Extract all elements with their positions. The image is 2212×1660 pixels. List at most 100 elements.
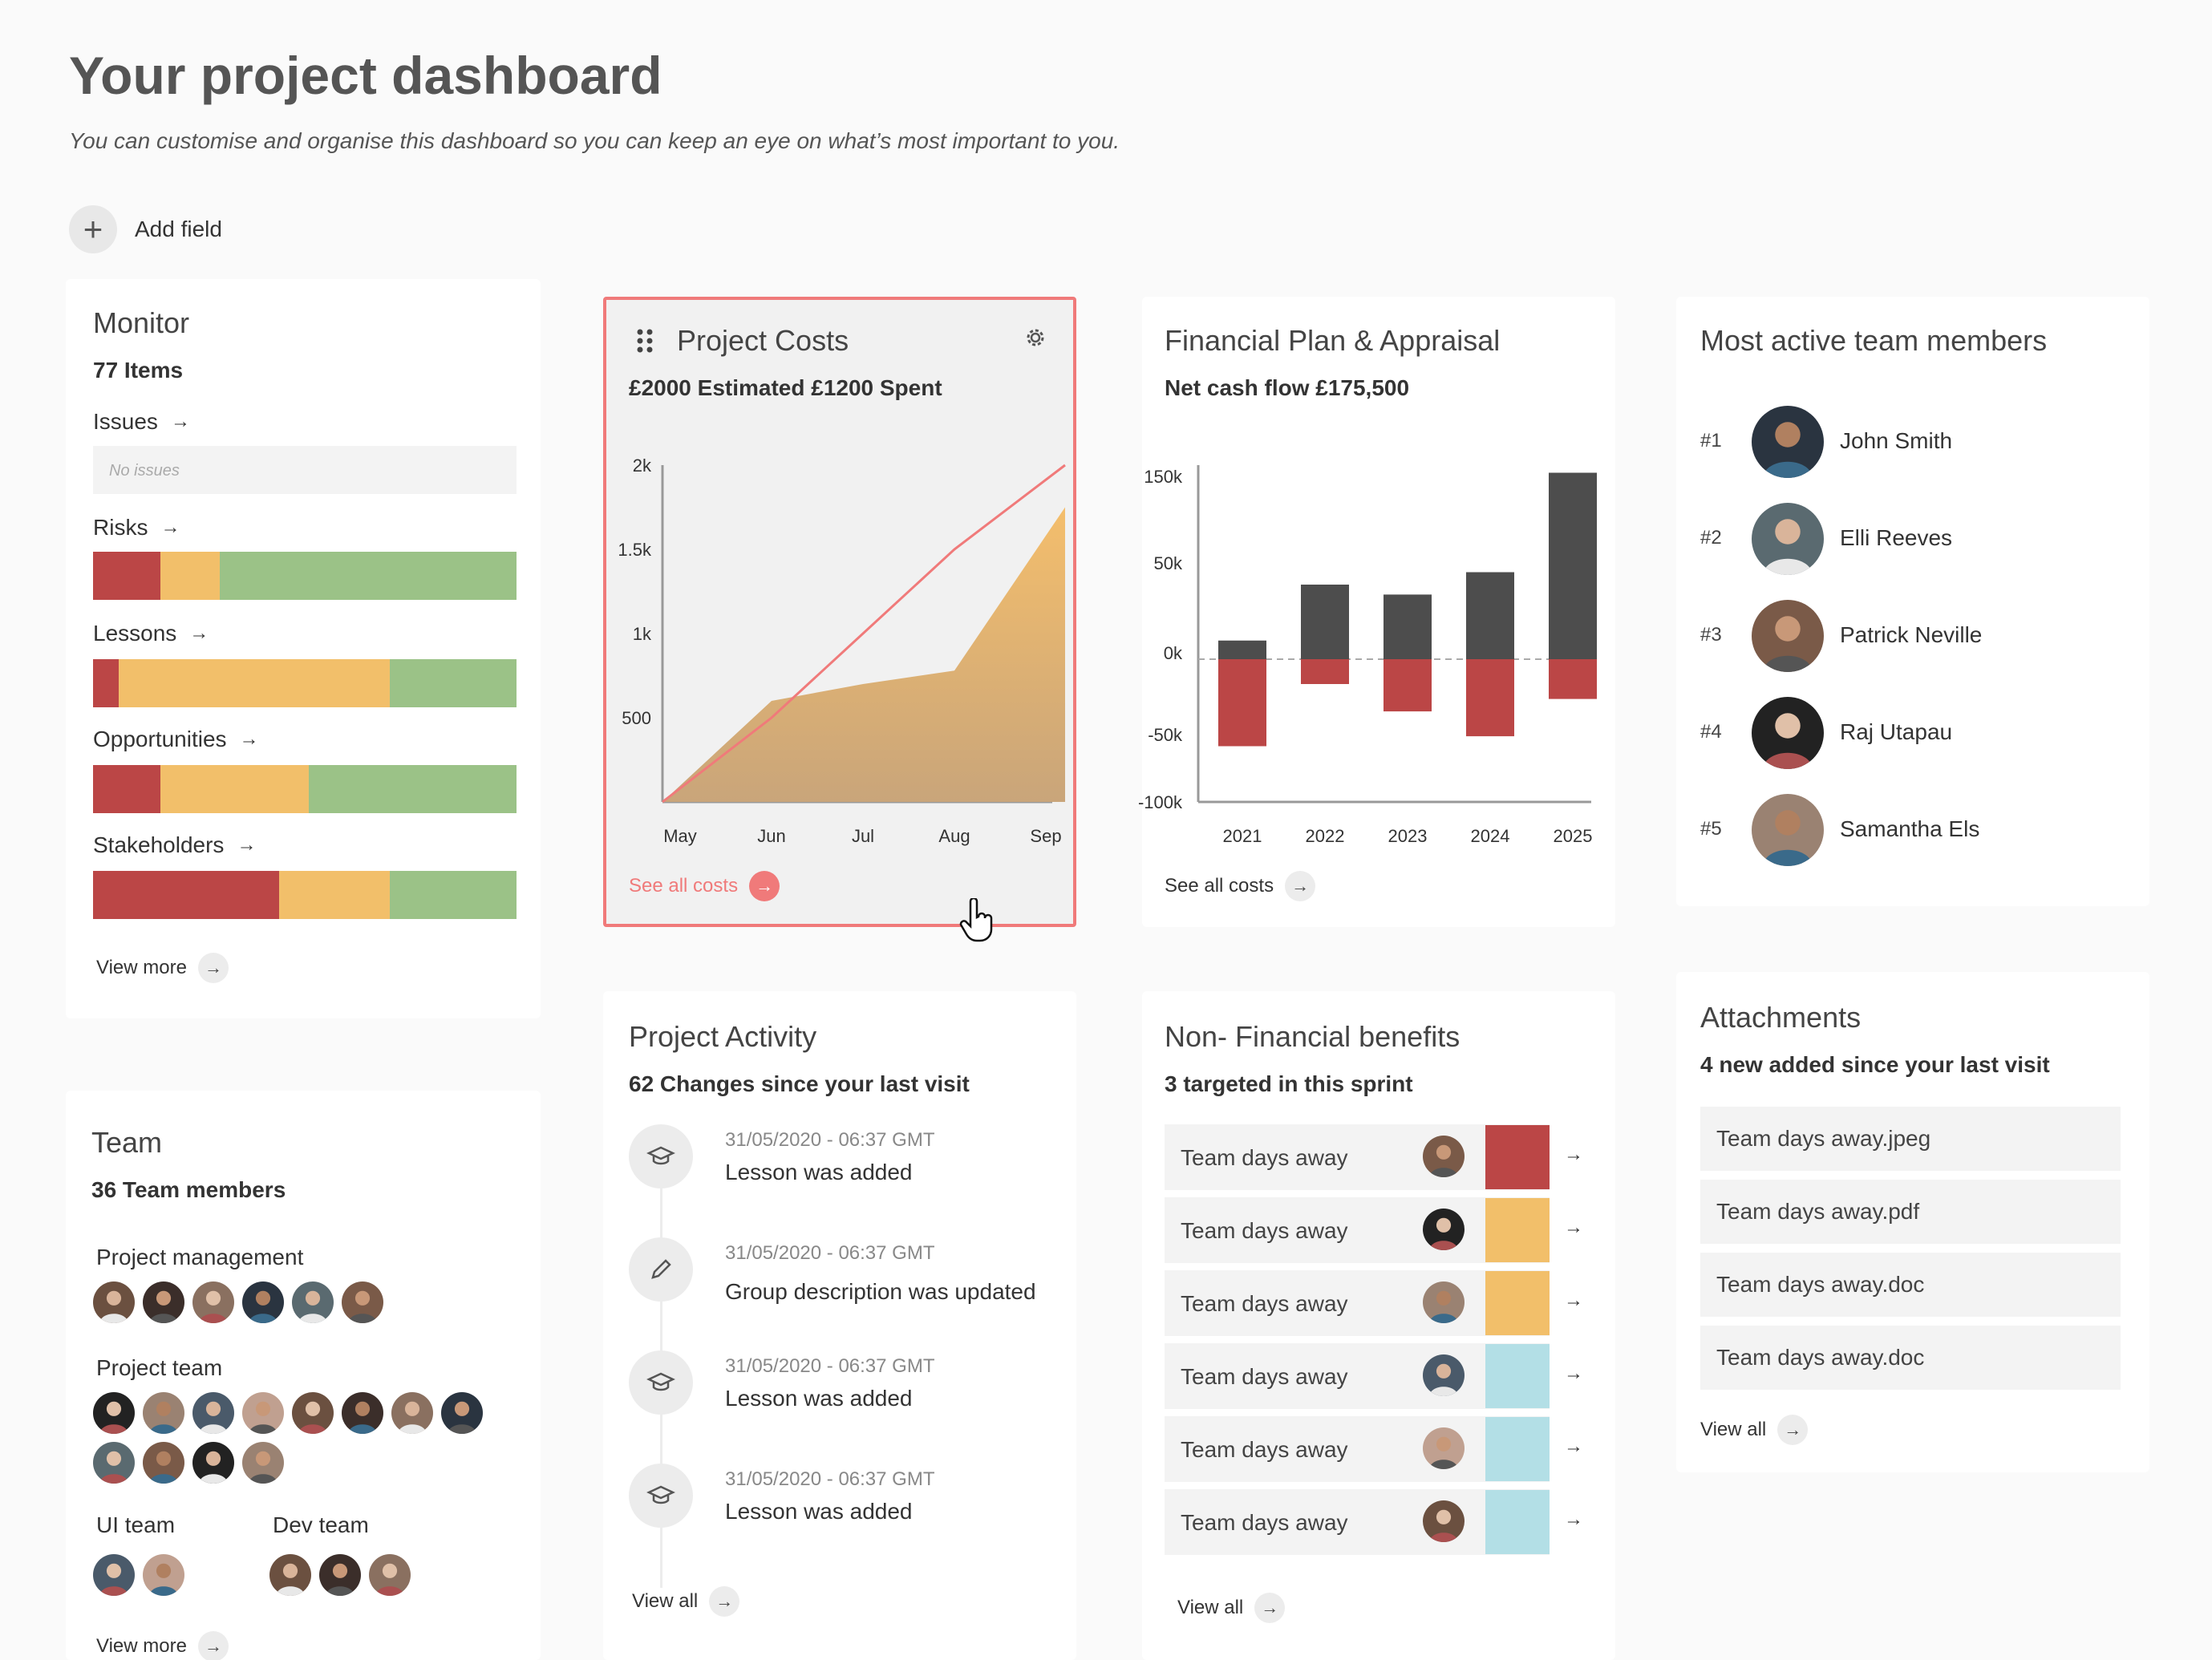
benefit-status-swatch <box>1485 1344 1550 1408</box>
x-tick-label: Aug <box>938 826 970 846</box>
benefit-owner-avatar <box>1423 1427 1465 1469</box>
member-avatar <box>1752 697 1824 769</box>
project-costs-chart: 2k 1.5k 1k 500 May Jun Jul Aug Sep <box>618 455 1066 846</box>
team-member-avatar[interactable] <box>143 1554 184 1596</box>
team-member-avatar[interactable] <box>269 1554 311 1596</box>
y-tick-label: 1.5k <box>618 540 652 560</box>
y-tick-label: 2k <box>633 455 652 476</box>
view-all-label: View all <box>1700 1419 1767 1440</box>
person-silhouette-icon <box>198 1451 229 1484</box>
arrow-right-icon: → <box>237 834 257 856</box>
arrow-right-icon[interactable]: → <box>1564 1217 1583 1238</box>
team-member-avatar[interactable] <box>441 1392 483 1434</box>
person-silhouette-icon <box>1762 422 1813 478</box>
benefit-label: Team days away <box>1181 1437 1348 1462</box>
arrow-right-icon: → <box>239 728 259 750</box>
member-rank: #5 <box>1700 818 1722 840</box>
gear-icon[interactable] <box>1023 326 1047 350</box>
attachment-file[interactable]: Team days away.doc <box>1700 1326 2121 1390</box>
y-tick-label: 50k <box>1154 553 1183 573</box>
activity-view-all-button[interactable]: View all → <box>632 1586 740 1617</box>
team-members-title: Most active team members <box>1700 324 2048 357</box>
person-silhouette-icon <box>99 1451 129 1484</box>
arrow-right-icon: → <box>197 953 229 983</box>
arrow-right-icon[interactable]: → <box>1564 1290 1583 1311</box>
team-view-more-button[interactable]: View more → <box>96 1631 229 1660</box>
attachment-file[interactable]: Team days away.jpeg <box>1700 1107 2121 1171</box>
benefit-owner-avatar <box>1423 1500 1465 1542</box>
member-name[interactable]: John Smith <box>1840 428 1953 453</box>
project-costs-title: Project Costs <box>677 324 849 357</box>
non-financial-view-all-button[interactable]: View all → <box>1177 1593 1286 1623</box>
team-member-avatar[interactable] <box>342 1392 383 1434</box>
risks-bar-red <box>93 552 161 600</box>
arrow-right-icon[interactable]: → <box>1564 1508 1583 1530</box>
member-avatar <box>1752 794 1824 866</box>
person-silhouette-icon <box>1428 1217 1459 1250</box>
person-silhouette-icon <box>99 1563 129 1596</box>
team-member-avatar[interactable] <box>192 1281 234 1323</box>
benefit-status-swatch <box>1485 1125 1550 1189</box>
drag-handle-icon[interactable] <box>637 329 653 353</box>
view-more-label: View more <box>96 957 187 978</box>
team-member-avatar[interactable] <box>391 1392 433 1434</box>
add-field-button[interactable]: + Add field <box>69 205 222 253</box>
opportunities-link[interactable]: Opportunities → <box>93 727 259 752</box>
team-member-avatar[interactable] <box>93 1392 135 1434</box>
financial-see-all-costs-button[interactable]: See all costs → <box>1165 871 1316 901</box>
team-member-avatar[interactable] <box>93 1554 135 1596</box>
member-name[interactable]: Patrick Neville <box>1840 622 1983 647</box>
issues-link[interactable]: Issues → <box>93 409 190 435</box>
estimated-line <box>662 464 1066 804</box>
positive-bar <box>1466 572 1514 659</box>
attachment-file[interactable]: Team days away.pdf <box>1700 1180 2121 1244</box>
arrow-right-icon: → <box>160 516 180 538</box>
team-member-avatar[interactable] <box>242 1442 284 1484</box>
x-tick-label: 2021 <box>1223 826 1262 846</box>
monitor-view-more-button[interactable]: View more → <box>96 953 229 983</box>
benefit-owner-avatar <box>1423 1281 1465 1323</box>
team-member-avatar[interactable] <box>242 1392 284 1434</box>
member-rank: #3 <box>1700 624 1722 646</box>
arrow-right-icon: → <box>170 411 190 432</box>
team-member-avatar[interactable] <box>319 1554 361 1596</box>
benefit-status-swatch <box>1485 1417 1550 1481</box>
lessons-link[interactable]: Lessons → <box>93 621 209 646</box>
arrow-right-icon[interactable]: → <box>1564 1362 1583 1384</box>
page-subtitle: You can customise and organise this dash… <box>69 128 1120 153</box>
member-name[interactable]: Raj Utapau <box>1840 719 1953 744</box>
risks-link[interactable]: Risks → <box>93 515 180 541</box>
team-member-avatar[interactable] <box>93 1442 135 1484</box>
member-name[interactable]: Samantha Els <box>1840 816 1980 841</box>
financial-plan-chart: 150k 50k 0k -50k -100k 2021 2022 2023 2024 2025 <box>1138 465 1597 846</box>
team-member-avatar[interactable] <box>292 1392 334 1434</box>
opportunities-bar <box>93 765 517 813</box>
team-member-avatar[interactable] <box>192 1442 234 1484</box>
arrow-right-icon[interactable]: → <box>1564 1435 1583 1457</box>
member-avatar <box>1752 503 1824 575</box>
team-member-avatar[interactable] <box>369 1554 411 1596</box>
team-member-avatar[interactable] <box>242 1281 284 1323</box>
benefit-status-swatch <box>1485 1490 1550 1554</box>
team-member-avatar[interactable] <box>192 1392 234 1434</box>
arrow-right-icon[interactable]: → <box>1564 1144 1583 1165</box>
team-member-avatar[interactable] <box>93 1281 135 1323</box>
see-all-costs-button[interactable]: See all costs → <box>629 871 780 901</box>
attachment-file[interactable]: Team days away.doc <box>1700 1253 2121 1317</box>
activity-text: Lesson was added <box>725 1386 913 1411</box>
y-tick-label: -50k <box>1148 725 1183 745</box>
y-tick-label: 150k <box>1144 467 1183 487</box>
benefit-label: Team days away <box>1181 1364 1348 1389</box>
team-members-card <box>1676 297 2149 906</box>
stakeholders-label: Stakeholders <box>93 832 225 857</box>
stakeholders-link[interactable]: Stakeholders → <box>93 832 256 858</box>
positive-bar <box>1218 640 1266 659</box>
team-member-avatar[interactable] <box>143 1392 184 1434</box>
attachments-view-all-button[interactable]: View all → <box>1700 1415 1809 1445</box>
team-member-avatar[interactable] <box>143 1442 184 1484</box>
team-member-avatar[interactable] <box>143 1281 184 1323</box>
view-all-label: View all <box>1177 1597 1244 1618</box>
team-member-avatar[interactable] <box>342 1281 383 1323</box>
team-member-avatar[interactable] <box>292 1281 334 1323</box>
member-name[interactable]: Elli Reeves <box>1840 525 1953 550</box>
